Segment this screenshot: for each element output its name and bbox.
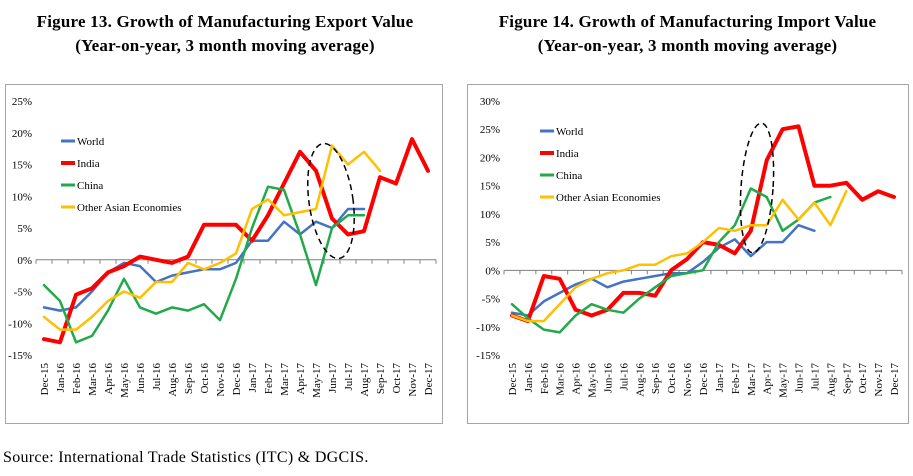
fig13-y-tick-label: 20%	[12, 128, 32, 140]
fig14-series-other-asian-economies-line	[510, 190, 848, 323]
fig13-x-tick-label: Jun-16	[135, 363, 147, 393]
figure-13-title: Figure 13. Growth of Manufacturing Expor…	[0, 10, 450, 58]
fig14-legend-label-world: World	[556, 126, 584, 138]
fig14-series-china-line	[510, 187, 832, 334]
fig13-x-tick-label: Jun-17	[327, 363, 339, 393]
fig13-y-tick-label: 25%	[12, 96, 32, 108]
fig13-y-tick-label: -15%	[8, 350, 32, 362]
fig14-x-tick-label: Nov-16	[682, 363, 694, 397]
fig13-x-tick-label: Nov-16	[215, 363, 227, 397]
figure-13-subtitle: (Year-on-year, 3 month moving average)	[75, 36, 375, 55]
fig14-x-tick-label: Jul-16	[618, 363, 630, 391]
fig13-series-other-asian-economies-line	[42, 144, 382, 331]
fig13-legend-label-india: India	[77, 158, 100, 170]
fig14-x-tick-label: Dec-16	[698, 363, 710, 396]
fig14-x-tick-label: Jun-17	[794, 363, 806, 393]
fig14-x-tick-label: Aug-16	[634, 363, 646, 397]
fig14-y-tick-label: -10%	[476, 322, 500, 334]
fig14-x-tick-label: Dec-17	[889, 363, 901, 396]
fig14-legend-label-china: China	[556, 170, 582, 182]
fig13-y-tick-label: 15%	[12, 160, 32, 172]
fig13-legend-label-other-asian-economies: Other Asian Economies	[77, 202, 181, 214]
fig13-x-tick-label: Feb-16	[71, 363, 83, 395]
figure-13-title-line: Figure 13. Growth of Manufacturing Expor…	[36, 12, 414, 31]
fig14-x-tick-label: Jan-16	[523, 363, 535, 393]
fig14-x-tick-label: Jan-17	[714, 363, 726, 393]
fig14-legend-label-other-asian-economies: Other Asian Economies	[556, 192, 660, 204]
fig14-x-tick-label: Sep-17	[841, 363, 853, 395]
fig14-x-tick-label: Apr-16	[571, 363, 583, 395]
figure-14-title-line: Figure 14. Growth of Manufacturing Impor…	[498, 12, 877, 31]
figure-14-title: Figure 14. Growth of Manufacturing Impor…	[462, 10, 913, 58]
fig14-x-tick-label: Feb-16	[539, 363, 551, 395]
fig13-x-tick-label: Apr-16	[103, 363, 115, 395]
figure-14-svg: -15% -10% -5% 0% 5% 10% 15% 20% 25% 30% Dec-15 Jan-…	[476, 96, 903, 398]
fig13-x-tick-label: Sep-17	[375, 363, 387, 395]
fig14-y-tick-label: 30%	[480, 96, 500, 108]
fig14-legend-label-india: India	[556, 148, 579, 160]
fig13-x-tick-label: Feb-17	[263, 363, 275, 395]
fig14-y-tick-label: 0%	[485, 265, 500, 277]
fig13-y-tick-label: -10%	[8, 318, 32, 330]
fig14-x-tick-label: May-16	[587, 363, 599, 398]
fig14-x-tick-label: Aug-17	[825, 363, 837, 397]
fig13-x-tick-label: Jul-16	[151, 363, 163, 391]
fig14-y-tick-label: 25%	[480, 124, 500, 136]
fig14-x-tick-label: Jun-16	[602, 363, 614, 393]
fig13-x-tick-label: May-17	[311, 363, 323, 398]
fig14-y-tick-label: 20%	[480, 152, 500, 164]
fig14-x-tick-label: Sep-16	[650, 363, 662, 395]
figure-13-chart-area: -15% -10% -5% 0% 5% 10% 15% 20% 25% Dec-15 Jan-16 F…	[5, 84, 443, 424]
fig13-x-tick-label: Apr-17	[295, 363, 307, 395]
fig14-y-tick-label: 15%	[480, 181, 500, 193]
fig13-x-tick-label: Aug-16	[167, 363, 179, 397]
fig13-x-tick-label: Mar-16	[87, 363, 99, 396]
fig14-x-tick-label: Feb-17	[730, 363, 742, 395]
fig13-x-tick-label: Jul-17	[343, 363, 355, 391]
fig14-x-tick-label: Nov-17	[873, 363, 885, 397]
fig13-series-india-line	[42, 137, 430, 345]
fig13-y-tick-label: -5%	[14, 287, 32, 299]
fig13-y-tick-label: 10%	[12, 191, 32, 203]
fig14-highlight-ellipse	[739, 122, 775, 254]
fig13-x-tick-label: Oct-17	[391, 363, 403, 394]
fig13-x-tick-label: Nov-17	[407, 363, 419, 397]
fig14-x-tick-label: Mar-16	[555, 363, 567, 396]
fig13-y-tick-label: 0%	[17, 255, 32, 267]
fig14-x-tick-label: Dec-15	[507, 363, 519, 396]
fig14-x-tick-label: Oct-17	[857, 363, 869, 394]
figure-14-chart-area: -15% -10% -5% 0% 5% 10% 15% 20% 25% 30% Dec-15 Jan-…	[467, 84, 909, 424]
fig13-x-tick-label: Mar-17	[279, 363, 291, 396]
figure-14-subtitle: (Year-on-year, 3 month moving average)	[537, 36, 838, 55]
fig13-x-tick-label: Oct-16	[199, 363, 211, 394]
fig13-x-tick-label: Aug-17	[359, 363, 371, 397]
fig13-legend-label-china: China	[77, 180, 103, 192]
fig13-highlight-ellipse	[307, 142, 355, 260]
fig13-x-tick-label: May-16	[119, 363, 131, 398]
fig14-y-tick-label: -15%	[476, 350, 500, 362]
fig14-x-tick-label: Apr-17	[762, 363, 774, 395]
fig13-y-tick-label: 5%	[17, 223, 32, 235]
fig13-x-tick-label: Jan-16	[55, 363, 67, 393]
fig14-series-world-line	[510, 223, 816, 317]
fig13-x-tick-label: Jan-17	[247, 363, 259, 393]
fig13-x-tick-label: Dec-15	[39, 363, 51, 396]
fig14-x-tick-label: Mar-17	[746, 363, 758, 396]
fig14-y-tick-label: 10%	[480, 209, 500, 221]
fig14-x-tick-label: Jul-17	[809, 363, 821, 391]
fig14-y-tick-label: 5%	[485, 237, 500, 249]
fig14-x-tick-label: Oct-16	[666, 363, 678, 394]
fig14-x-tick-label: May-17	[778, 363, 790, 398]
source-note: Source: International Trade Statistics (…	[3, 449, 369, 466]
fig13-x-tick-label: Sep-16	[183, 363, 195, 395]
figure-13-svg: -15% -10% -5% 0% 5% 10% 15% 20% 25% Dec-15 Jan-16 F…	[8, 96, 437, 398]
fig13-x-tick-label: Dec-17	[423, 363, 435, 396]
fig13-x-tick-label: Dec-16	[231, 363, 243, 396]
fig14-y-tick-label: -5%	[482, 294, 500, 306]
fig13-legend-label-world: World	[77, 136, 105, 148]
fig13-series-china-line	[42, 185, 366, 344]
